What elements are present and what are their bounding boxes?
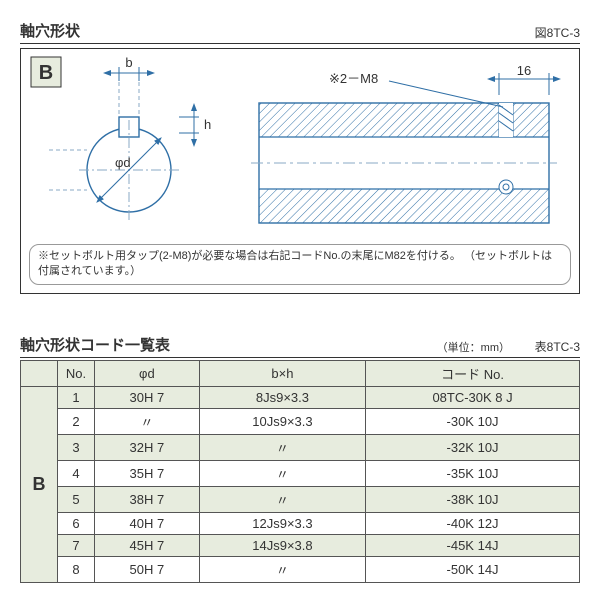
table-row: B130H 78Js9×3.308TC-30K 8 J [21, 386, 580, 408]
cell-bh: 8Js9×3.3 [199, 386, 365, 408]
table-row: 850H 7〃-50K 14J [21, 556, 580, 582]
table-row: 332H 7〃-32K 10J [21, 434, 580, 460]
cell-d: 35H 7 [95, 460, 200, 486]
cell-no: 1 [58, 386, 95, 408]
cell-bh: 12Js9×3.3 [199, 512, 365, 534]
diagram-svg: B b [29, 55, 569, 235]
cell-code: -50K 14J [366, 556, 580, 582]
table-row: 2〃10Js9×3.3-30K 10J [21, 408, 580, 434]
col-bxh: b×h [199, 360, 365, 386]
cell-no: 3 [58, 434, 95, 460]
table-label: 表8TC-3 [535, 338, 580, 355]
table-row: 745H 714Js9×3.8-45K 14J [21, 534, 580, 556]
table-row: 538H 7〃-38K 10J [21, 486, 580, 512]
cell-bh: 〃 [199, 460, 365, 486]
cell-no: 6 [58, 512, 95, 534]
table-row: 435H 7〃-35K 10J [21, 460, 580, 486]
cell-d: 40H 7 [95, 512, 200, 534]
cell-bh: 10Js9×3.3 [199, 408, 365, 434]
figure-title: 軸穴形状 [20, 23, 80, 40]
diagram-frame: B b [20, 48, 580, 294]
figure-note-text: ※セットボルト用タップ(2-M8)が必要な場合は右記コードNo.の末尾にM82を… [38, 250, 552, 277]
cell-code: -40K 12J [366, 512, 580, 534]
col-code: コード No. [366, 360, 580, 386]
table-row: 640H 712Js9×3.3-40K 12J [21, 512, 580, 534]
dim-phi-d: φd [115, 155, 131, 170]
cell-d: 38H 7 [95, 486, 200, 512]
code-table: No. φd b×h コード No. B130H 78Js9×3.308TC-3… [20, 360, 580, 583]
diagram-svg-wrap: B b [29, 55, 571, 238]
dim-h: h [204, 117, 211, 132]
col-phid: φd [95, 360, 200, 386]
cell-no: 8 [58, 556, 95, 582]
cell-code: -30K 10J [366, 408, 580, 434]
cell-no: 4 [58, 460, 95, 486]
dim-b: b [125, 55, 132, 70]
table-title-bar: 軸穴形状コード一覧表 （単位：mm） 表8TC-3 [20, 334, 580, 358]
cell-d: 〃 [95, 408, 200, 434]
figure-title-bar: 軸穴形状 図8TC-3 [20, 20, 580, 44]
col-blank [21, 360, 58, 386]
figure-note: ※セットボルト用タップ(2-M8)が必要な場合は右記コードNo.の末尾にM82を… [29, 244, 571, 285]
cell-no: 5 [58, 486, 95, 512]
cell-code: -38K 10J [366, 486, 580, 512]
cell-no: 2 [58, 408, 95, 434]
cell-d: 45H 7 [95, 534, 200, 556]
col-no: No. [58, 360, 95, 386]
cell-code: -45K 14J [366, 534, 580, 556]
cell-bh: 〃 [199, 486, 365, 512]
cell-bh: 〃 [199, 434, 365, 460]
dim-16: 16 [517, 63, 531, 78]
left-view: b h φd [49, 55, 211, 220]
cell-code: -32K 10J [366, 434, 580, 460]
cell-no: 7 [58, 534, 95, 556]
figure-label: 図8TC-3 [535, 24, 580, 41]
callout-2-m8: ※2－M8 [329, 71, 378, 86]
cell-bh: 14Js9×3.8 [199, 534, 365, 556]
cell-d: 32H 7 [95, 434, 200, 460]
cell-code: -35K 10J [366, 460, 580, 486]
table-title: 軸穴形状コード一覧表 [20, 337, 170, 354]
cell-d: 50H 7 [95, 556, 200, 582]
cell-code: 08TC-30K 8 J [366, 386, 580, 408]
table-unit: （単位：mm） [437, 339, 510, 355]
cell-bh: 〃 [199, 556, 365, 582]
table-side-label: B [21, 386, 58, 582]
right-view: ※2－M8 16 [251, 63, 557, 223]
cell-d: 30H 7 [95, 386, 200, 408]
badge-letter: B [39, 62, 53, 84]
